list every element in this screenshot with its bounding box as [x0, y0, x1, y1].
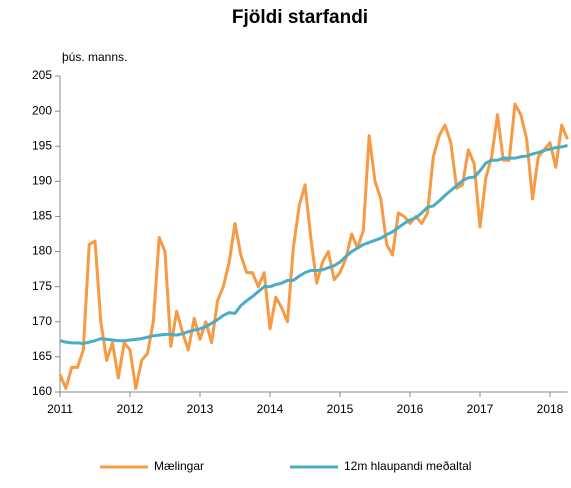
x-tick-label: 2014 [257, 402, 284, 416]
y-tick-label: 190 [32, 174, 52, 188]
y-axis-label: þús. manns. [62, 50, 127, 64]
y-tick-label: 175 [32, 279, 52, 293]
x-tick-label: 2017 [467, 402, 494, 416]
series-line [58, 102, 569, 390]
y-tick-label: 160 [32, 384, 52, 398]
y-tick-label: 195 [32, 138, 52, 152]
y-tick-label: 205 [32, 68, 52, 82]
series-line [59, 144, 568, 346]
x-tick-label: 2016 [397, 402, 424, 416]
y-tick-label: 185 [32, 209, 52, 223]
y-tick-label: 200 [32, 103, 52, 117]
x-tick-label: 2013 [187, 402, 214, 416]
y-tick-label: 165 [32, 349, 52, 363]
y-tick-label: 180 [32, 244, 52, 258]
y-tick-label: 170 [32, 314, 52, 328]
legend-label: Mælingar [154, 459, 204, 473]
legend-label: 12m hlaupandi meðaltal [344, 459, 471, 473]
chart-title: Fjöldi starfandi [232, 7, 368, 28]
x-tick-label: 2015 [327, 402, 354, 416]
x-tick-label: 2012 [117, 402, 144, 416]
x-tick-label: 2018 [537, 402, 564, 416]
x-tick-label: 2011 [47, 402, 73, 416]
